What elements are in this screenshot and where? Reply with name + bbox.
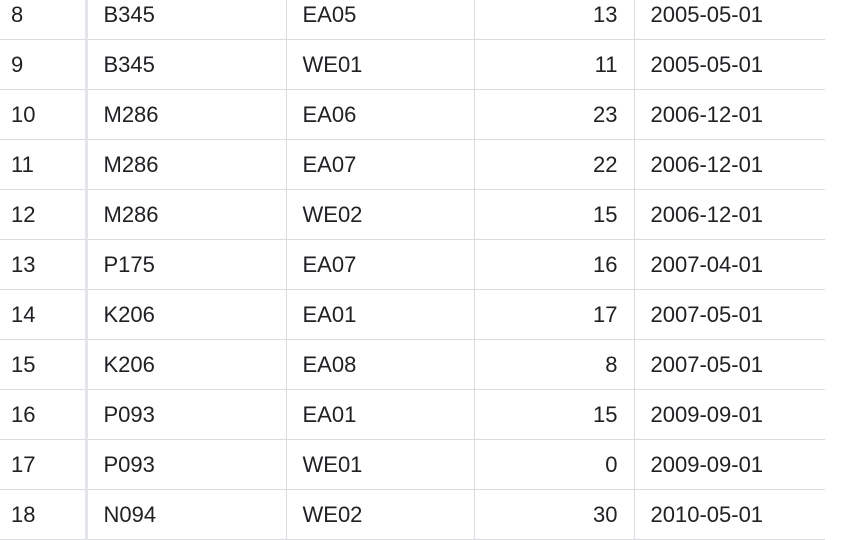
row-index-cell[interactable]: 12 — [0, 189, 88, 240]
region-cell[interactable]: WE01 — [286, 439, 475, 490]
table-row[interactable]: 15 K206 EA08 8 2007-05-01 — [0, 339, 826, 390]
region-cell[interactable]: EA08 — [286, 339, 475, 390]
quantity-cell[interactable]: 17 — [474, 289, 635, 340]
table-row[interactable]: 8 B345 EA05 13 2005-05-01 — [0, 0, 826, 40]
code-cell[interactable]: M286 — [86, 89, 287, 140]
region-cell[interactable]: EA07 — [286, 139, 475, 190]
table-row[interactable]: 12 M286 WE02 15 2006-12-01 — [0, 189, 826, 240]
date-cell[interactable]: 2007-04-01 — [634, 239, 826, 290]
quantity-cell[interactable]: 15 — [474, 189, 635, 240]
code-cell[interactable]: N094 — [86, 489, 287, 540]
date-cell[interactable]: 2006-12-01 — [634, 139, 826, 190]
code-cell[interactable]: P093 — [86, 389, 287, 440]
row-index-cell[interactable]: 9 — [0, 39, 88, 90]
date-cell[interactable]: 2006-12-01 — [634, 89, 826, 140]
row-index-cell[interactable]: 14 — [0, 289, 88, 340]
row-index-cell[interactable]: 10 — [0, 89, 88, 140]
quantity-cell[interactable]: 30 — [474, 489, 635, 540]
code-cell[interactable]: P093 — [86, 439, 287, 490]
row-index-cell[interactable]: 18 — [0, 489, 88, 540]
code-cell[interactable]: K206 — [86, 339, 287, 390]
code-cell[interactable]: M286 — [86, 189, 287, 240]
region-cell[interactable]: WE02 — [286, 489, 475, 540]
date-cell[interactable]: 2010-05-01 — [634, 489, 826, 540]
quantity-cell[interactable]: 15 — [474, 389, 635, 440]
region-cell[interactable]: EA01 — [286, 389, 475, 440]
quantity-cell[interactable]: 16 — [474, 239, 635, 290]
region-cell[interactable]: EA05 — [286, 0, 475, 40]
date-cell[interactable]: 2007-05-01 — [634, 339, 826, 390]
table-row[interactable]: 13 P175 EA07 16 2007-04-01 — [0, 239, 826, 290]
region-cell[interactable]: EA07 — [286, 239, 475, 290]
row-index-cell[interactable]: 13 — [0, 239, 88, 290]
region-cell[interactable]: WE01 — [286, 39, 475, 90]
row-index-cell[interactable]: 17 — [0, 439, 88, 490]
code-cell[interactable]: B345 — [86, 0, 287, 40]
quantity-cell[interactable]: 0 — [474, 439, 635, 490]
date-cell[interactable]: 2007-05-01 — [634, 289, 826, 340]
date-cell[interactable]: 2006-12-01 — [634, 189, 826, 240]
code-cell[interactable]: B345 — [86, 39, 287, 90]
table-row[interactable]: 16 P093 EA01 15 2009-09-01 — [0, 389, 826, 440]
row-index-cell[interactable]: 16 — [0, 389, 88, 440]
code-cell[interactable]: M286 — [86, 139, 287, 190]
quantity-cell[interactable]: 11 — [474, 39, 635, 90]
table-row[interactable]: 9 B345 WE01 11 2005-05-01 — [0, 39, 826, 90]
date-cell[interactable]: 2009-09-01 — [634, 439, 826, 490]
right-gutter — [825, 0, 842, 540]
quantity-cell[interactable]: 23 — [474, 89, 635, 140]
quantity-cell[interactable]: 13 — [474, 0, 635, 40]
region-cell[interactable]: EA01 — [286, 289, 475, 340]
date-cell[interactable]: 2005-05-01 — [634, 0, 826, 40]
table-row[interactable]: 17 P093 WE01 0 2009-09-01 — [0, 439, 826, 490]
quantity-cell[interactable]: 8 — [474, 339, 635, 390]
table-row[interactable]: 10 M286 EA06 23 2006-12-01 — [0, 89, 826, 140]
table-row[interactable]: 11 M286 EA07 22 2006-12-01 — [0, 139, 826, 190]
region-cell[interactable]: WE02 — [286, 189, 475, 240]
region-cell[interactable]: EA06 — [286, 89, 475, 140]
row-index-cell[interactable]: 11 — [0, 139, 88, 190]
row-index-cell[interactable]: 8 — [0, 0, 88, 40]
code-cell[interactable]: P175 — [86, 239, 287, 290]
quantity-cell[interactable]: 22 — [474, 139, 635, 190]
row-index-cell[interactable]: 15 — [0, 339, 88, 390]
code-cell[interactable]: K206 — [86, 289, 287, 340]
table-row[interactable]: 14 K206 EA01 17 2007-05-01 — [0, 289, 826, 340]
date-cell[interactable]: 2005-05-01 — [634, 39, 826, 90]
date-cell[interactable]: 2009-09-01 — [634, 389, 826, 440]
table-row[interactable]: 18 N094 WE02 30 2010-05-01 — [0, 489, 826, 540]
